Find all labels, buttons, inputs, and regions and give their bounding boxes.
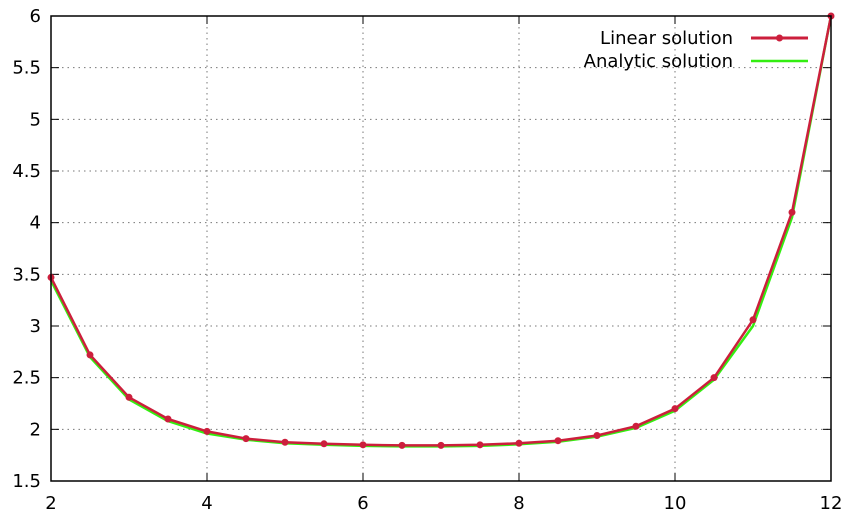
y-tick-label: 5.5 [12,58,41,79]
y-tick-label: 2 [30,419,41,440]
data-series [47,12,835,449]
data-point [398,441,406,449]
y-tick-label: 1.5 [12,471,41,492]
grid-lines [51,16,831,481]
data-point [476,441,484,449]
series-line [49,15,833,448]
plot-frame [50,15,832,482]
data-point [125,393,133,401]
legend-label: Linear solution [600,28,733,49]
x-tick-label: 4 [201,493,212,514]
data-point [593,432,601,440]
y-tick-label: 4 [30,213,41,234]
tick-labels: 2 4 6 8 10 121.522.533.544.555.56 [12,6,842,514]
data-point [86,351,94,359]
x-tick-label: 12 [820,493,843,514]
data-point [164,415,172,423]
y-tick-label: 3.5 [12,264,41,285]
x-tick-label: 2 [45,493,56,514]
y-tick-label: 6 [30,6,41,27]
data-point [671,405,679,413]
data-point [281,438,289,446]
legend-label: Analytic solution [584,51,733,72]
y-tick-label: 4.5 [12,161,41,182]
data-point [632,422,640,430]
legend-marker [776,34,783,42]
data-point [359,441,367,449]
data-point [203,427,211,435]
x-tick-label: 8 [513,493,524,514]
x-tick-label: 6 [357,493,368,514]
axis-ticks [50,15,832,482]
data-point [437,441,445,449]
y-tick-label: 2.5 [12,368,41,389]
data-point [749,316,757,324]
data-point [710,374,718,382]
data-point [320,440,328,448]
data-point [554,437,562,445]
data-point [788,208,796,216]
y-tick-label: 3 [30,316,41,337]
data-point [242,435,250,443]
data-point [515,439,523,447]
x-tick-label: 10 [664,493,687,514]
y-tick-label: 5 [30,109,41,130]
